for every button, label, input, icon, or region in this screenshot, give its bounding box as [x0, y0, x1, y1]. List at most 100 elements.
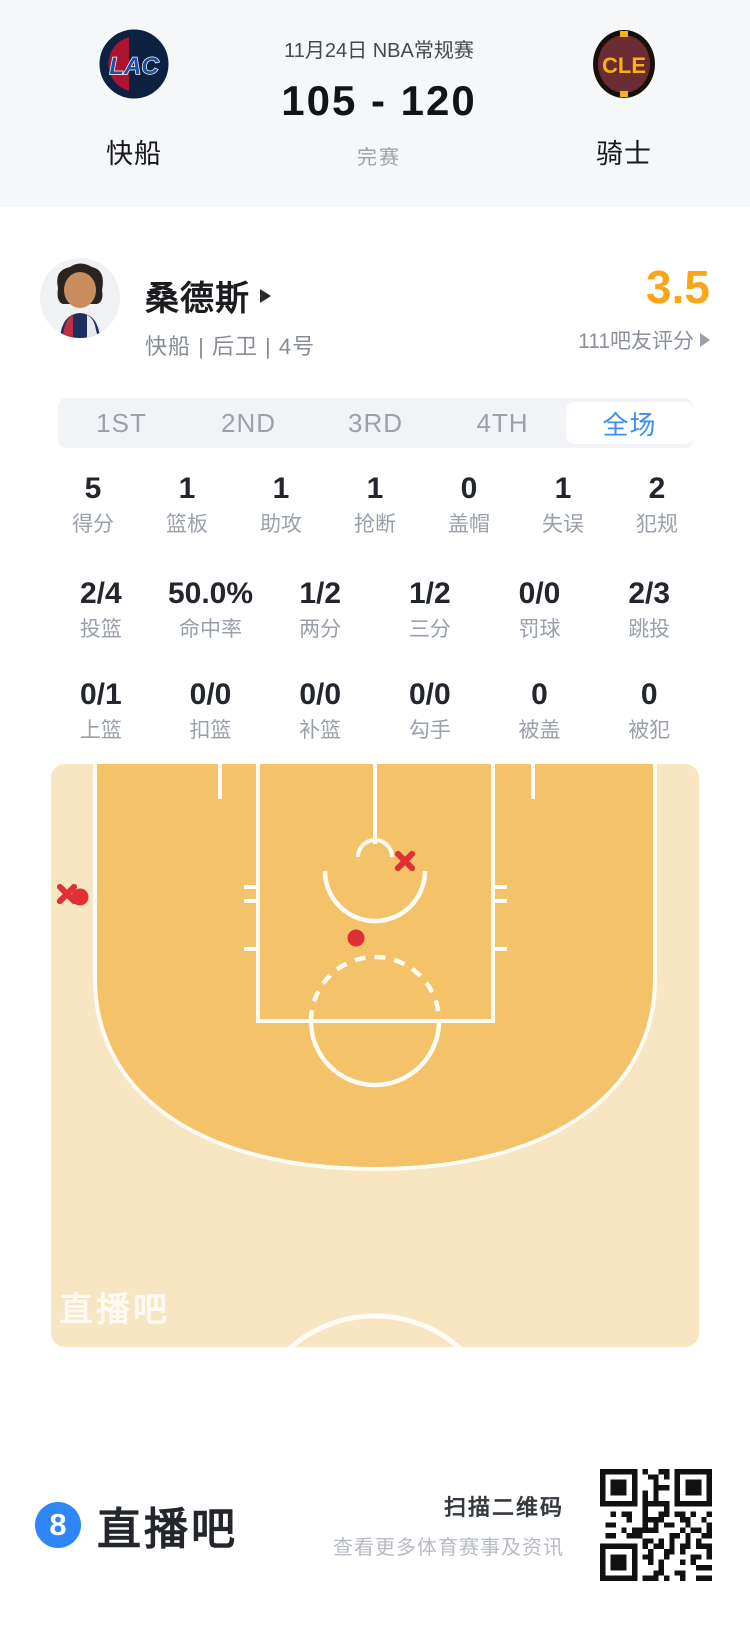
rating-value: 3.5: [646, 261, 710, 313]
court-lines: [93, 764, 657, 1347]
stat-3pt: 1/2 三分: [375, 577, 485, 642]
stat-blocked: 0 被盖: [485, 678, 595, 743]
rating-label: 111吧友评分: [578, 330, 694, 353]
stat-fouled: 0 被犯: [594, 678, 704, 743]
stat-putback: 0/0 补篮: [265, 678, 375, 743]
game-status: 完赛: [357, 147, 401, 169]
scan-title: 扫描二维码: [443, 1495, 564, 1520]
stat-label: 扣篮: [189, 719, 232, 742]
stat-fg-pct: 50.0% 命中率: [156, 577, 266, 642]
stats-row-shooting: 2/4 投篮 50.0% 命中率 1/2 两分 1/2 三分 0/0 罚球 2/…: [46, 577, 704, 642]
shot-chart: 直播吧: [51, 764, 699, 1347]
tab-4th[interactable]: 4TH: [476, 407, 529, 438]
stat-value: 1/2: [299, 577, 342, 610]
brand-8-icon: 8: [35, 1502, 81, 1548]
stat-label: 得分: [72, 513, 114, 536]
stat-dunk: 0/0 扣篮: [156, 678, 266, 743]
game-score: 105 - 120: [281, 77, 477, 124]
player-header: 桑德斯 快船 | 后卫 | 4号 3.5 111吧友评分: [0, 207, 750, 359]
stat-blocks: 0 盖帽: [422, 472, 516, 537]
stat-value: 1: [272, 472, 290, 505]
stat-assists: 1 助攻: [234, 472, 328, 537]
player-meta: 快船 | 后卫 | 4号: [145, 334, 316, 359]
stat-label: 命中率: [179, 618, 242, 641]
stat-value: 0: [460, 472, 478, 505]
stats-row-shot-types: 0/1 上篮 0/0 扣篮 0/0 补篮 0/0 勾手 0 被盖 0 被犯: [46, 678, 704, 743]
tab-2nd[interactable]: 2ND: [220, 407, 276, 438]
away-team: CLE 骑士: [526, 0, 722, 171]
stat-label: 两分: [299, 618, 342, 641]
stats-row-basic: 5 得分 1 篮板 1 助攻 1 抢断 0 盖帽 1 失误 2 犯规: [46, 472, 704, 537]
stat-label: 投篮: [79, 618, 122, 641]
tab-full-game[interactable]: 全场: [566, 402, 693, 444]
stat-value: 0: [640, 678, 658, 711]
stat-points: 5 得分: [46, 472, 140, 537]
stat-label: 失误: [542, 513, 584, 536]
brand-logo: 8 直播吧: [35, 1493, 238, 1557]
player-avatar: [40, 258, 120, 338]
qr-code: [600, 1469, 712, 1581]
tab-1st[interactable]: 1ST: [96, 407, 147, 438]
arrow-right-icon: [700, 333, 710, 347]
stat-value: 0/0: [518, 577, 561, 610]
stat-label: 抢断: [354, 513, 396, 536]
stat-value: 0/0: [189, 678, 232, 711]
shot-marker-make: [71, 888, 89, 906]
stat-label: 三分: [408, 618, 451, 641]
home-team-logo-icon: LAC: [99, 28, 169, 100]
stat-label: 助攻: [260, 513, 302, 536]
footer: 8 直播吧 扫描二维码 查看更多体育赛事及资讯: [0, 1469, 750, 1581]
home-team-name: 快船: [106, 139, 162, 169]
stat-value: 1: [178, 472, 196, 505]
stat-label: 被盖: [518, 719, 561, 742]
game-info: 11月24日 NBA常规赛 105 - 120 完赛: [232, 0, 526, 170]
stat-ft: 0/0 罚球: [485, 577, 595, 642]
stat-value: 5: [84, 472, 102, 505]
stat-value: 1: [554, 472, 572, 505]
stat-value: 2/3: [628, 577, 671, 610]
stat-label: 犯规: [636, 513, 678, 536]
stat-value: 2: [648, 472, 666, 505]
stat-value: 0/1: [79, 678, 122, 711]
shot-marker-make: [347, 929, 365, 947]
svg-text:LAC: LAC: [109, 53, 159, 80]
stat-label: 罚球: [518, 618, 561, 641]
stat-turnovers: 1 失误: [516, 472, 610, 537]
away-team-name: 骑士: [596, 139, 652, 169]
home-team: LAC 快船: [36, 0, 232, 171]
stat-rebounds: 1 篮板: [140, 472, 234, 537]
stat-fg: 2/4 投篮: [46, 577, 156, 642]
stat-layup: 0/1 上篮: [46, 678, 156, 743]
stat-jumpshot: 2/3 跳投: [594, 577, 704, 642]
stat-value: 0/0: [408, 678, 451, 711]
stat-value: 1/2: [408, 577, 451, 610]
svg-text:CLE: CLE: [602, 53, 646, 78]
chevron-right-icon: [260, 288, 271, 303]
stat-steals: 1 抢断: [328, 472, 422, 537]
stat-label: 跳投: [628, 618, 671, 641]
stat-2pt: 1/2 两分: [265, 577, 375, 642]
stat-value: 50.0%: [167, 577, 254, 610]
court-watermark: 直播吧: [59, 1291, 170, 1329]
stat-label: 勾手: [408, 719, 451, 742]
player-name-link[interactable]: 桑德斯: [145, 271, 271, 320]
player-stats-card: 桑德斯 快船 | 后卫 | 4号 3.5 111吧友评分 1ST 2ND 3RD…: [0, 207, 750, 1629]
scoreboard: LAC 快船 11月24日 NBA常规赛 105 - 120 完赛 CLE 骑士: [0, 0, 750, 207]
rating-block: 3.5 111吧友评分: [578, 263, 710, 355]
scan-hint: 扫描二维码 查看更多体育赛事及资讯: [333, 1490, 564, 1560]
stat-label: 篮板: [166, 513, 208, 536]
player-name: 桑德斯: [145, 280, 250, 318]
stat-hook: 0/0 勾手: [375, 678, 485, 743]
away-team-logo-icon: CLE: [589, 28, 659, 100]
tab-3rd[interactable]: 3RD: [347, 407, 403, 438]
stat-label: 盖帽: [448, 513, 490, 536]
scan-subtitle: 查看更多体育赛事及资讯: [333, 1537, 564, 1559]
rating-link[interactable]: 111吧友评分: [578, 325, 710, 355]
game-date: 11月24日 NBA常规赛: [284, 40, 474, 62]
stat-value: 0/0: [299, 678, 342, 711]
quarter-tab-bar: 1ST 2ND 3RD 4TH 全场: [58, 398, 693, 448]
stat-fouls: 2 犯规: [610, 472, 704, 537]
shot-marker-miss: [393, 849, 417, 873]
stat-label: 被犯: [628, 719, 671, 742]
stat-value: 0: [531, 678, 548, 711]
